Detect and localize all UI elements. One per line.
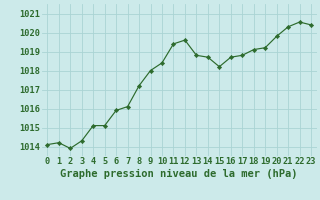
X-axis label: Graphe pression niveau de la mer (hPa): Graphe pression niveau de la mer (hPa) — [60, 169, 298, 179]
